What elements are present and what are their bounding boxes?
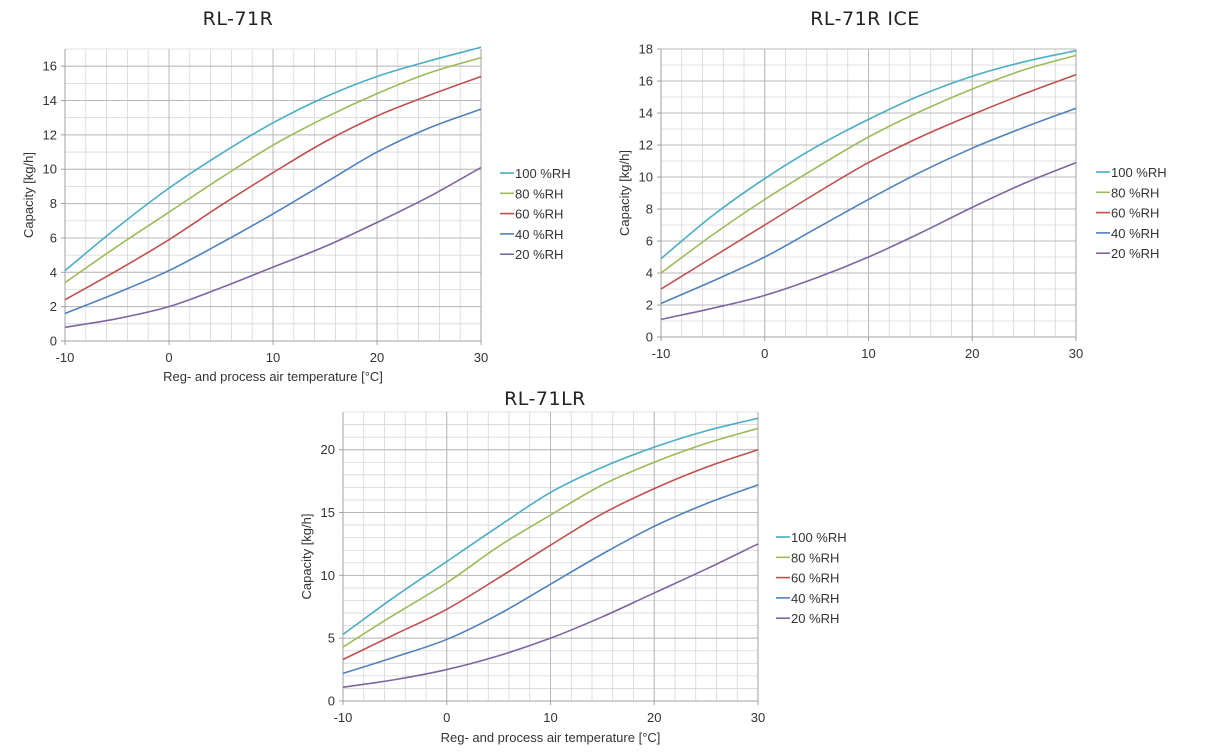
series-line <box>342 427 759 648</box>
x-axis-label: Reg- and process air temperature [°C] <box>441 730 661 745</box>
y-tick-label: 0 <box>328 694 335 709</box>
series-line <box>64 108 482 315</box>
y-tick-label: 2 <box>646 298 653 313</box>
legend-label: 60 %RH <box>1111 206 1159 221</box>
y-tick-label: 2 <box>50 299 57 314</box>
x-tick-label: 20 <box>370 350 384 365</box>
series-line <box>660 54 1077 274</box>
y-tick-label: 10 <box>639 170 653 185</box>
x-tick-label: 30 <box>751 710 765 725</box>
x-tick-label: 20 <box>965 346 979 361</box>
x-axis-label: Reg- and process air temperature [°C] <box>163 369 383 384</box>
y-tick-label: 12 <box>43 127 57 142</box>
y-axis-label: Capacity [kg/h] <box>21 152 36 238</box>
y-tick-label: 6 <box>646 234 653 249</box>
series-line <box>342 448 759 661</box>
y-tick-label: 8 <box>50 196 57 211</box>
x-tick-label: 30 <box>1069 346 1083 361</box>
x-tick-label: 0 <box>761 346 768 361</box>
series-line <box>660 49 1077 260</box>
x-tick-label: 10 <box>266 350 280 365</box>
legend-label: 80 %RH <box>791 550 839 565</box>
series-line <box>64 166 482 329</box>
y-tick-label: 18 <box>639 42 653 57</box>
series-line <box>64 56 482 284</box>
y-axis-label: Capacity [kg/h] <box>299 514 314 600</box>
y-tick-label: 10 <box>321 568 335 583</box>
series-line <box>342 543 759 688</box>
y-tick-label: 20 <box>321 442 335 457</box>
series-line <box>342 484 759 675</box>
x-tick-label: -10 <box>56 350 75 365</box>
y-tick-label: 6 <box>50 230 57 245</box>
series-line <box>660 161 1077 321</box>
x-tick-label: -10 <box>334 710 353 725</box>
y-tick-label: 14 <box>639 106 653 121</box>
legend-label: 40 %RH <box>791 591 839 606</box>
series-line <box>660 73 1077 290</box>
y-axis-label: Capacity [kg/h] <box>617 150 632 236</box>
legend-label: 40 %RH <box>515 227 563 242</box>
legend-label: 80 %RH <box>1111 185 1159 200</box>
y-tick-label: 4 <box>646 266 653 281</box>
x-tick-label: 10 <box>861 346 875 361</box>
y-tick-label: 4 <box>50 265 57 280</box>
legend-label: 100 %RH <box>1111 165 1167 180</box>
y-tick-label: 16 <box>43 59 57 74</box>
series-line <box>660 107 1077 305</box>
x-tick-label: 20 <box>647 710 661 725</box>
legend-label: 100 %RH <box>515 166 571 181</box>
x-tick-label: 30 <box>474 350 488 365</box>
series-line <box>342 417 759 636</box>
y-tick-label: 0 <box>646 330 653 345</box>
legend-label: 40 %RH <box>1111 226 1159 241</box>
legend-label: 20 %RH <box>791 611 839 626</box>
legend-label: 100 %RH <box>791 530 847 545</box>
x-tick-label: 0 <box>443 710 450 725</box>
series-line <box>64 46 482 272</box>
chart-title: RL-71R <box>202 8 274 30</box>
x-tick-label: 0 <box>165 350 172 365</box>
y-tick-label: 15 <box>321 505 335 520</box>
y-tick-label: 12 <box>639 138 653 153</box>
y-tick-label: 5 <box>328 631 335 646</box>
legend-label: 60 %RH <box>515 207 563 222</box>
legend-label: 20 %RH <box>1111 246 1159 261</box>
legend-label: 80 %RH <box>515 186 563 201</box>
chart-title: RL-71LR <box>504 388 586 410</box>
y-tick-label: 10 <box>43 162 57 177</box>
legend-label: 20 %RH <box>515 247 563 262</box>
series-line <box>64 75 482 301</box>
y-tick-label: 14 <box>43 93 57 108</box>
x-tick-label: 10 <box>543 710 557 725</box>
y-tick-label: 8 <box>646 202 653 217</box>
y-tick-label: 0 <box>50 334 57 349</box>
y-tick-label: 16 <box>639 74 653 89</box>
legend-label: 60 %RH <box>791 571 839 586</box>
x-tick-label: -10 <box>652 346 671 361</box>
chart-title: RL-71R ICE <box>810 8 920 30</box>
